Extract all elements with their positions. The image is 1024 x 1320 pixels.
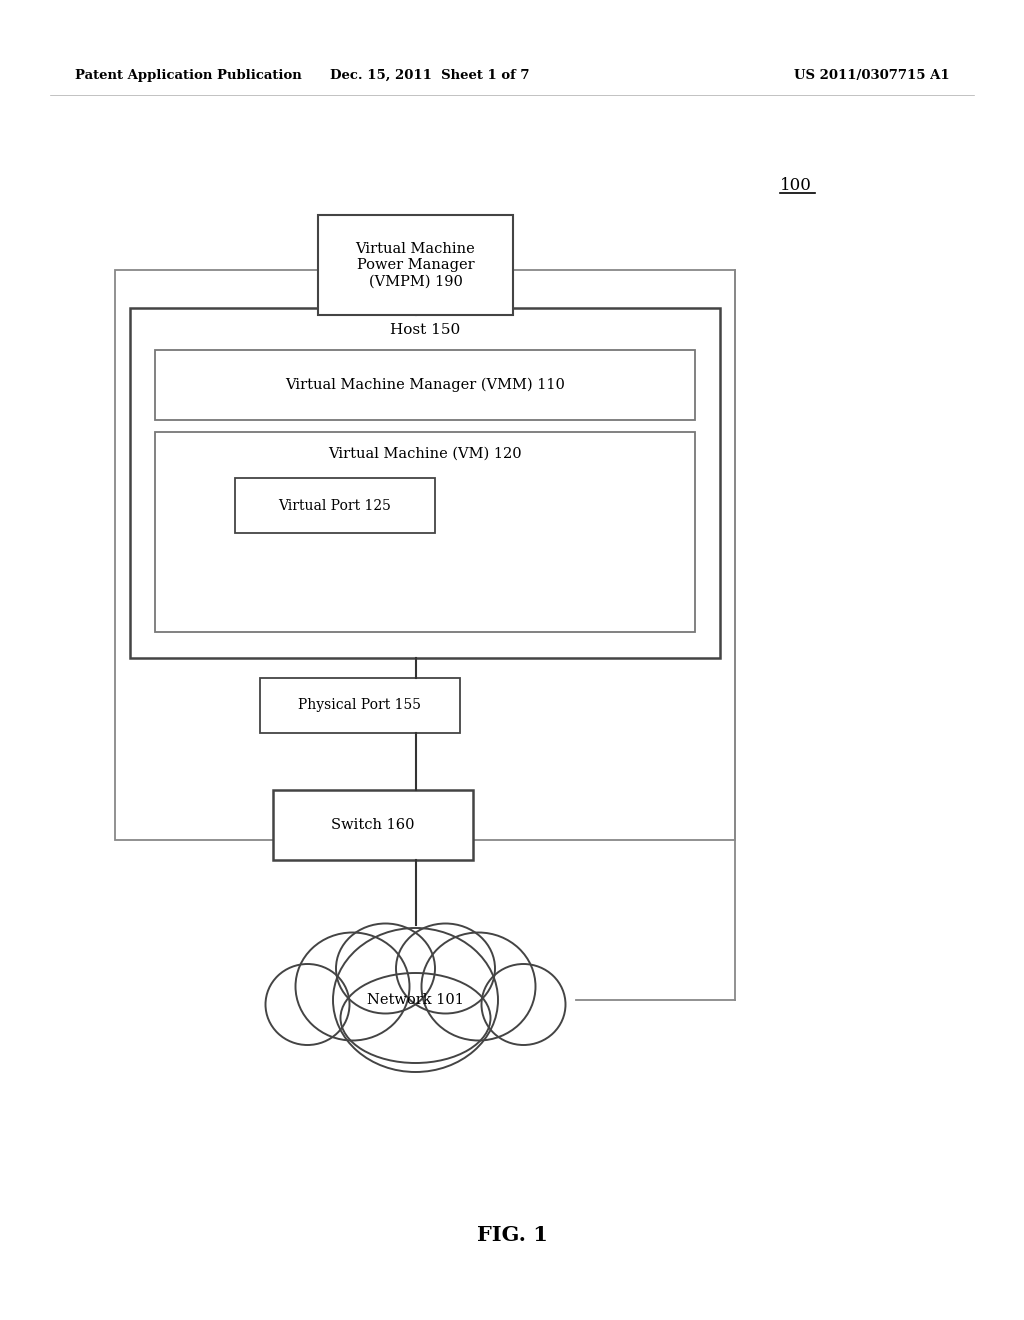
- Text: Patent Application Publication: Patent Application Publication: [75, 69, 302, 82]
- Text: Host 150: Host 150: [390, 323, 460, 337]
- Text: Virtual Machine (VM) 120: Virtual Machine (VM) 120: [328, 447, 522, 461]
- Ellipse shape: [296, 932, 410, 1040]
- Bar: [273, 789, 473, 861]
- Bar: [155, 350, 695, 420]
- Ellipse shape: [341, 973, 490, 1063]
- Bar: [234, 478, 435, 533]
- Text: FIG. 1: FIG. 1: [476, 1225, 548, 1245]
- Text: US 2011/0307715 A1: US 2011/0307715 A1: [795, 69, 950, 82]
- Ellipse shape: [336, 924, 435, 1014]
- Bar: [260, 678, 460, 733]
- Ellipse shape: [396, 924, 495, 1014]
- Ellipse shape: [265, 964, 349, 1045]
- Text: Dec. 15, 2011  Sheet 1 of 7: Dec. 15, 2011 Sheet 1 of 7: [331, 69, 529, 82]
- Bar: [130, 308, 720, 657]
- Ellipse shape: [481, 964, 565, 1045]
- Ellipse shape: [333, 928, 498, 1072]
- Text: 100: 100: [780, 177, 812, 194]
- Ellipse shape: [422, 932, 536, 1040]
- Bar: [115, 271, 735, 840]
- Bar: [318, 215, 513, 315]
- Text: Switch 160: Switch 160: [331, 818, 415, 832]
- Text: Virtual Port 125: Virtual Port 125: [279, 499, 391, 512]
- Text: Network 101: Network 101: [367, 993, 464, 1007]
- Text: Physical Port 155: Physical Port 155: [299, 698, 422, 713]
- Text: Virtual Machine
Power Manager
(VMPM) 190: Virtual Machine Power Manager (VMPM) 190: [355, 242, 475, 288]
- Text: Virtual Machine Manager (VMM) 110: Virtual Machine Manager (VMM) 110: [285, 378, 565, 392]
- Bar: [155, 432, 695, 632]
